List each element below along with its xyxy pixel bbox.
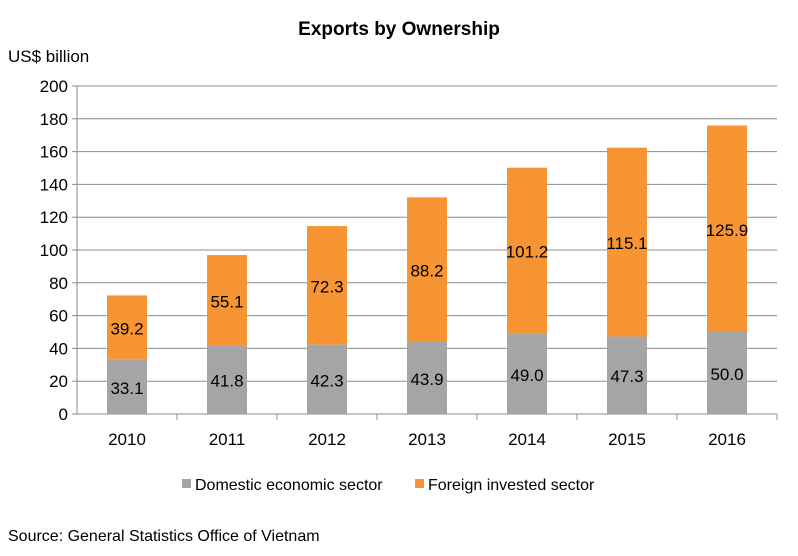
bar-domestic [107, 359, 147, 414]
bar-domestic [707, 332, 747, 414]
data-label: 50.0 [710, 365, 743, 384]
y-tick-label: 100 [40, 241, 68, 260]
y-tick-label: 60 [49, 307, 68, 326]
y-axis-label: US$ billion [8, 47, 89, 66]
bar-foreign [707, 125, 747, 332]
data-label: 72.3 [310, 277, 343, 296]
bar-foreign [507, 167, 547, 334]
bar-domestic [207, 345, 247, 414]
bar-domestic [407, 342, 447, 414]
data-label: 47.3 [610, 367, 643, 386]
data-label: 101.2 [506, 243, 549, 262]
data-label: 125.9 [706, 221, 749, 240]
bar-domestic [607, 336, 647, 414]
data-label: 55.1 [210, 292, 243, 311]
x-tick-label: 2014 [508, 430, 546, 449]
y-tick-label: 180 [40, 110, 68, 129]
y-tick-label: 20 [49, 372, 68, 391]
legend-label: Foreign invested sector [428, 477, 595, 494]
bar-domestic [307, 344, 347, 414]
bar-foreign [607, 147, 647, 337]
x-tick-label: 2016 [708, 430, 746, 449]
legend: Domestic economic sector Foreign invested… [182, 477, 595, 494]
x-tick-label: 2015 [608, 430, 646, 449]
data-label: 115.1 [606, 234, 647, 253]
legend-label: Domestic economic sector [195, 477, 383, 494]
bar-foreign [207, 255, 247, 346]
y-tick-label: 0 [59, 405, 68, 424]
x-tick-label: 2010 [108, 430, 146, 449]
chart-title: Exports by Ownership [298, 19, 500, 40]
x-tick-label: 2013 [408, 430, 446, 449]
data-label: 88.2 [410, 262, 443, 281]
y-tick-label: 200 [40, 77, 68, 96]
y-tick-label: 140 [40, 175, 68, 194]
data-label: 39.2 [110, 320, 143, 339]
y-tick-label: 120 [40, 208, 68, 227]
data-label: 43.9 [410, 370, 443, 389]
bar-foreign [307, 226, 347, 345]
y-tick-label: 160 [40, 143, 68, 162]
y-tick-label: 40 [49, 339, 68, 358]
legend-swatch [415, 479, 424, 488]
y-tick-label: 80 [49, 274, 68, 293]
bar-foreign [107, 295, 147, 360]
bar-domestic [507, 333, 547, 414]
x-tick-label: 2012 [308, 430, 346, 449]
legend-swatch [182, 479, 191, 488]
x-tick-label: 2011 [209, 430, 246, 449]
bar-foreign [407, 197, 447, 343]
source-note: Source: General Statistics Office of Vie… [8, 528, 320, 545]
data-label: 42.3 [310, 371, 343, 390]
data-label: 33.1 [110, 379, 143, 398]
data-label: 41.8 [210, 372, 243, 391]
data-label: 49.0 [510, 366, 543, 385]
